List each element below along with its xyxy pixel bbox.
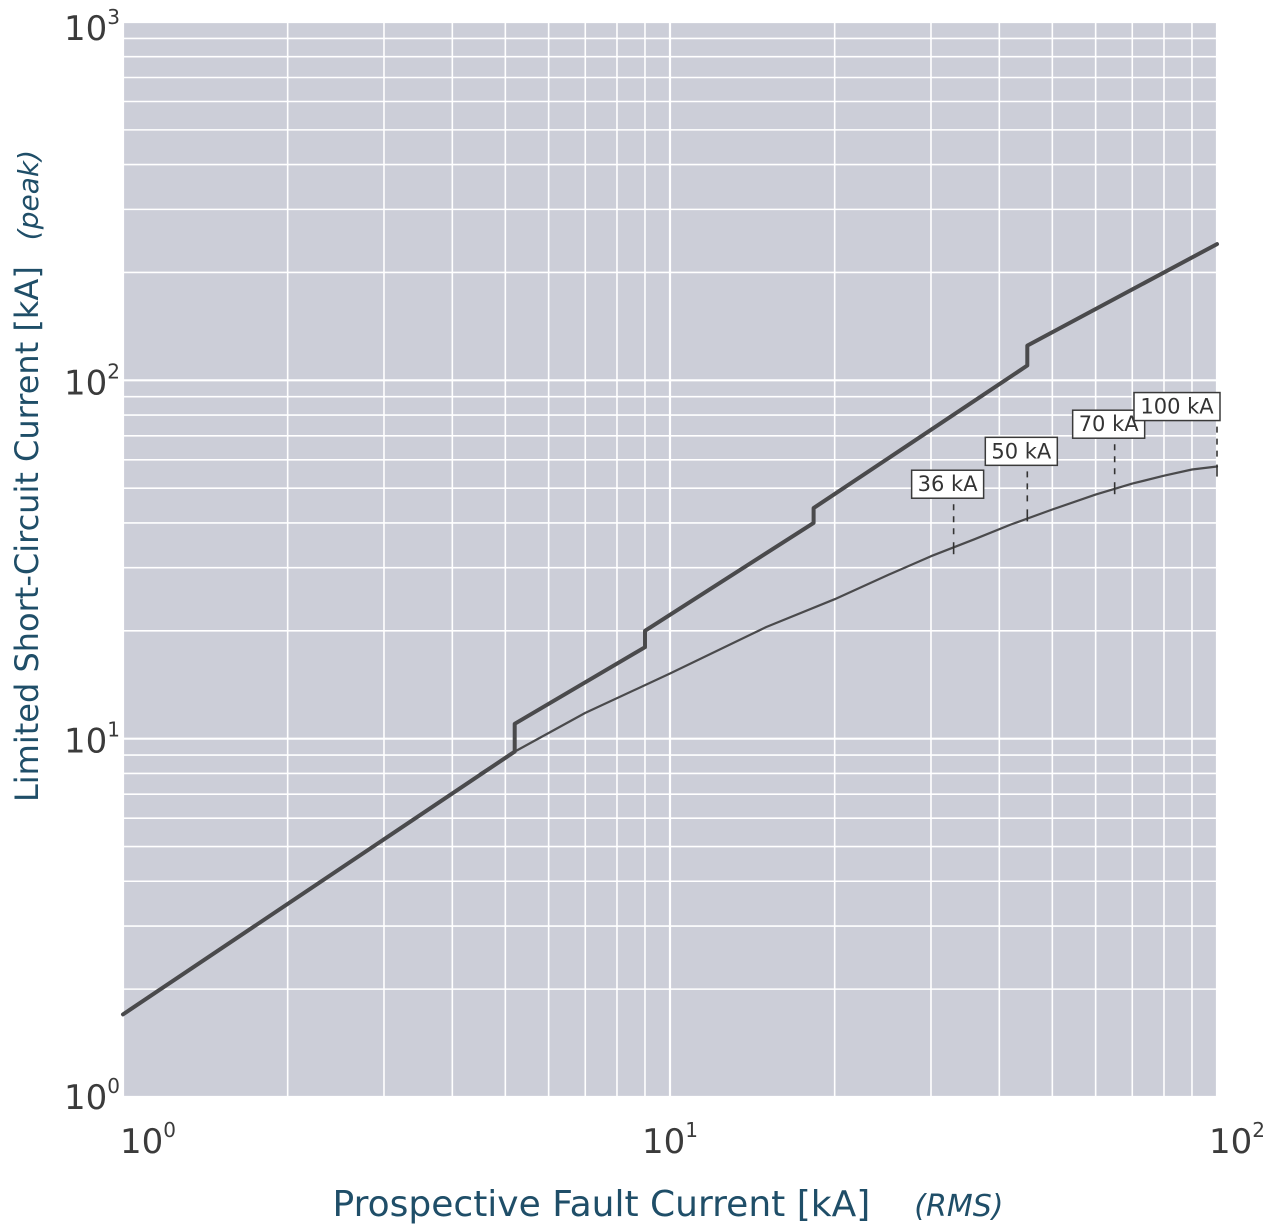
annotation-box xyxy=(1133,391,1221,422)
annotation: 70 kA xyxy=(1071,409,1146,495)
x-axis-title: Prospective Fault Current [kA] (RMS) xyxy=(333,1184,1004,1225)
y-tick-label: 103 xyxy=(64,5,120,49)
annotation: 100 kA xyxy=(1133,391,1221,477)
series-lines xyxy=(121,242,1219,1017)
series-line-thick xyxy=(121,242,1219,1017)
series-line-thin xyxy=(479,465,1219,775)
annotation: 36 kA xyxy=(910,469,985,555)
annotation-box xyxy=(984,436,1059,467)
annotation-label: 70 kA xyxy=(1079,412,1140,436)
grid xyxy=(121,20,1219,1099)
x-tick-label: 100 xyxy=(120,1118,176,1162)
annotation-box xyxy=(1071,409,1146,439)
annotation-box xyxy=(910,469,985,499)
annotation: 50 kA xyxy=(984,436,1059,522)
annotation-label: 100 kA xyxy=(1140,395,1214,419)
x-tick-label: 102 xyxy=(1209,1118,1265,1162)
x-tick-label: 101 xyxy=(642,1118,698,1162)
y-tick-label: 100 xyxy=(64,1074,120,1118)
y-tick-label: 102 xyxy=(64,359,120,403)
y-tick-label: 101 xyxy=(64,718,120,762)
annotation-label: 50 kA xyxy=(991,439,1052,463)
y-axis-title: Limited Short-Circuit Current [kA](peak) xyxy=(8,150,46,802)
annotation-label: 36 kA xyxy=(918,472,979,496)
tick-labels: 100 101 102 100 101 102 103 xyxy=(64,5,1265,1162)
